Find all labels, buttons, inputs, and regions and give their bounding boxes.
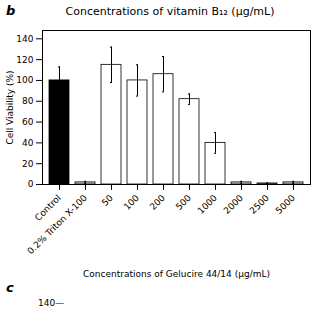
svg-text:Concentrations of Gelucire 44/: Concentrations of Gelucire 44/14 (μg/mL) bbox=[83, 269, 270, 279]
svg-text:2500: 2500 bbox=[248, 193, 271, 216]
html-text:c: c bbox=[6, 280, 14, 295]
svg-text:2000: 2000 bbox=[222, 193, 245, 216]
svg-text:Control: Control bbox=[32, 192, 63, 223]
svg-text:20: 20 bbox=[22, 159, 34, 169]
html-text:140—: 140— bbox=[38, 298, 65, 308]
svg-text:100: 100 bbox=[16, 75, 33, 85]
svg-text:5000: 5000 bbox=[274, 193, 297, 216]
svg-text:100: 100 bbox=[122, 193, 141, 212]
svg-text:500: 500 bbox=[174, 193, 193, 212]
svg-text:Cell Viability (%): Cell Viability (%) bbox=[5, 70, 15, 144]
svg-text:120: 120 bbox=[16, 55, 33, 65]
svg-text:60: 60 bbox=[22, 117, 34, 127]
svg-text:140: 140 bbox=[16, 34, 33, 44]
html-text:b: b bbox=[6, 3, 16, 18]
svg-text:0: 0 bbox=[28, 179, 34, 189]
svg-text:200: 200 bbox=[148, 193, 167, 212]
svg-text:50: 50 bbox=[100, 193, 115, 208]
svg-text:1000: 1000 bbox=[196, 193, 219, 216]
html-text:Concentrations of vitamin B₁₂: Concentrations of vitamin B₁₂ (μg/mL) bbox=[65, 5, 275, 18]
svg-text:0.2% Triton X-100: 0.2% Triton X-100 bbox=[25, 193, 89, 257]
svg-text:40: 40 bbox=[22, 138, 34, 148]
svg-text:80: 80 bbox=[22, 96, 34, 106]
